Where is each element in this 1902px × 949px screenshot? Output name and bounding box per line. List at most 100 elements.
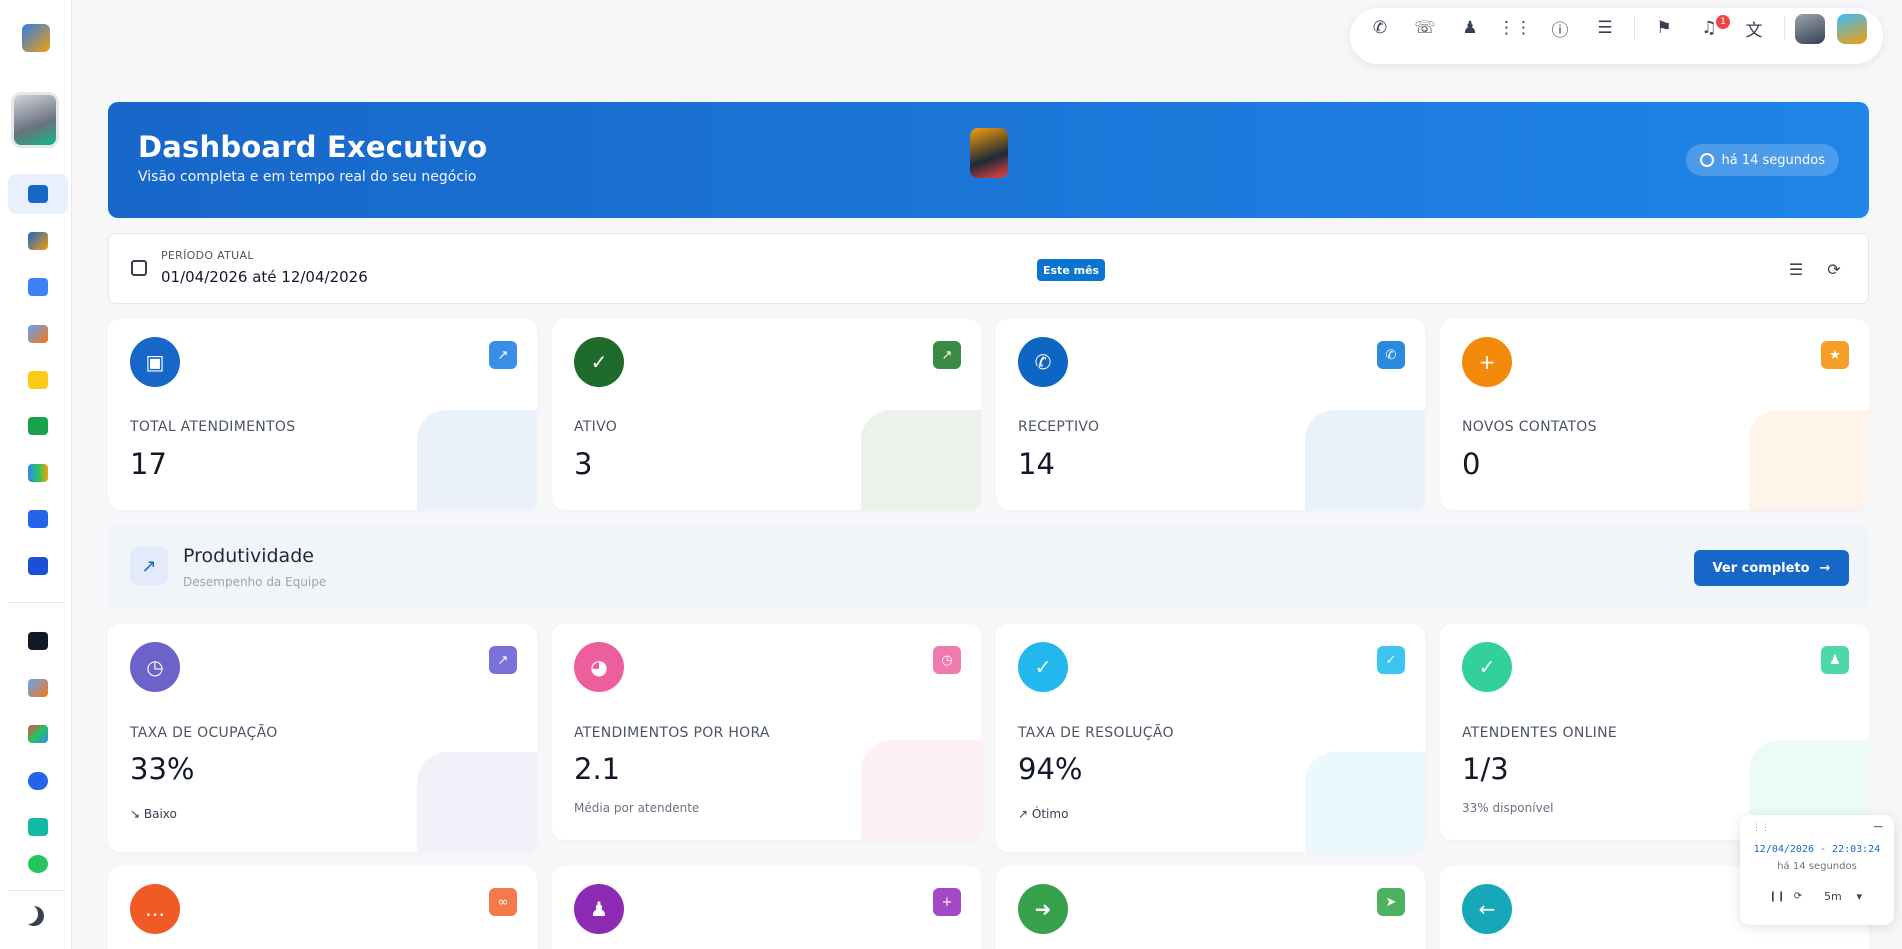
hero-banner: Dashboard Executivo Visão completa e em … [108,102,1869,218]
section-title: Produtividade [183,545,314,567]
sidebar-item-messages[interactable] [8,406,68,446]
phone-transfer-icon[interactable]: ☏ [1414,18,1436,38]
bell-icon[interactable]: ♫ [1701,18,1717,38]
app-logo[interactable] [22,24,50,52]
decorative-icon [1305,410,1425,510]
notification-badge: 1 [1716,15,1730,29]
dark-mode-toggle-icon[interactable] [24,906,44,926]
translate-icon[interactable]: 文 [1745,20,1763,41]
sidebar-item-folder[interactable] [8,360,68,400]
phone-icon[interactable]: ✆ [1372,18,1388,38]
integrations-icon [28,679,48,697]
stat-label: ATENDIMENTOS POR HORA [574,725,770,741]
refresh-icon[interactable]: ⟳ [1827,259,1841,279]
stat-card-row3-2[interactable]: ♟ + [552,866,981,949]
period-chip[interactable]: Este mês [1037,259,1106,281]
stat-value: 1/3 [1462,752,1509,786]
view-full-button[interactable]: Ver completo → [1694,550,1849,586]
stat-value: 94% [1018,752,1083,786]
user-check-icon: ✓ [574,337,624,387]
stat-value: 0 [1462,447,1481,481]
user-plus-icon: + [1462,337,1512,387]
group-icon: ♟ [574,884,624,934]
sidebar-item-campaigns[interactable] [8,546,68,586]
help-icon[interactable]: ⓘ [1551,20,1569,41]
sidebar-item-apps[interactable] [8,621,68,661]
user-avatar[interactable] [1795,14,1825,44]
contact-card-icon: ▣ [130,337,180,387]
sidebar-item-integrations[interactable] [8,668,68,708]
decorative-icon [1749,410,1869,510]
phone-incoming-icon: ✆ [1018,337,1068,387]
refresh-icon[interactable]: ⟳ [1793,890,1803,902]
interval-value: 5m [1824,889,1842,903]
last-updated-text: há 14 segundos [1721,152,1826,168]
server-icon[interactable]: ☰ [1597,18,1613,38]
toolbar-separator [1634,16,1635,40]
reports-icon [28,725,48,743]
stat-label: ATIVO [574,419,618,435]
sidebar-item-meta[interactable] [8,761,68,801]
stat-card-row3-3[interactable]: ➜ ➤ [996,866,1425,949]
interval-select[interactable]: 5m ▾ [1820,886,1866,906]
reply-icon: ← [1462,884,1512,934]
stat-foot-text: Média por atendente [574,801,700,815]
drag-handle-icon[interactable]: ⋮⋮ [1752,823,1770,833]
trend-up-icon: ↗ [933,341,961,369]
page-title: Dashboard Executivo [138,130,488,164]
stat-foot: ↗ Ótimo [1018,807,1068,821]
sidebar-item-kanban[interactable] [8,453,68,493]
decorative-icon [861,410,981,510]
sidebar-item-waves[interactable] [8,807,68,847]
stat-card-total-atendimentos[interactable]: ▣ ↗ TOTAL ATENDIMENTOS 17 [108,319,537,510]
star-icon: ★ [1821,341,1849,369]
double-check-icon: ✓ [1377,646,1405,674]
calendar-icon [131,260,147,276]
stat-label: TOTAL ATENDIMENTOS [130,419,296,435]
stat-card-ativo[interactable]: ✓ ↗ ATIVO 3 [552,319,981,510]
filter-icon[interactable]: ☰ [1788,259,1804,279]
arrow-right-icon: → [1819,560,1831,576]
dialpad-icon[interactable]: ⋮⋮ [1498,18,1532,38]
sidebar-item-dashboard[interactable] [8,174,68,214]
forward-icon: ➜ [1018,884,1068,934]
stat-card-receptivo[interactable]: ✆ ✆ RECEPTIVO 14 [996,319,1425,510]
group-icon[interactable]: ♟ [1462,18,1478,38]
user-avatar[interactable] [11,92,59,148]
stat-value: 17 [130,447,167,481]
widget-ago: há 14 segundos [1777,861,1857,872]
toolbar-separator [1784,16,1785,40]
more-icon [28,855,48,873]
view-full-label: Ver completo [1712,560,1810,576]
clock-icon: ◷ [130,642,180,692]
minimize-icon[interactable]: − [1872,819,1884,835]
pause-icon[interactable]: ❙❙ [1768,890,1786,902]
sidebar-item-agents[interactable] [8,314,68,354]
timer-icon: ◷ [933,646,961,674]
user-online-icon: ✓ [1462,642,1512,692]
sidebar-item-contacts[interactable] [8,267,68,307]
sidebar-item-more[interactable] [8,854,68,874]
send-icon: ➤ [1377,888,1405,916]
stat-card-novos-contatos[interactable]: + ★ NOVOS CONTATOS 0 [1440,319,1869,510]
stat-foot: ↘ Baixo [130,807,177,821]
stat-card-atendentes-online[interactable]: ✓ ♟ ATENDENTES ONLINE 1/3 33% disponível [1440,624,1869,840]
folder-icon [28,371,48,389]
stat-card-taxa-resolucao[interactable]: ✓ ✓ TAXA DE RESOLUÇÃO 94% ↗ Ótimo [996,624,1425,852]
stat-value: 33% [130,752,195,786]
decorative-icon [861,740,981,840]
stat-card-taxa-ocupacao[interactable]: ◷ ↗ TAXA DE OCUPAÇÃO 33% ↘ Baixo [108,624,537,852]
status-avatar[interactable] [1837,14,1867,44]
refresh-widget: ⋮⋮ − 12/04/2026 - 22:03:24 há 14 segundo… [1740,815,1894,925]
stat-card-row3-1[interactable]: … ∞ [108,866,537,949]
users-icon: ♟ [1821,646,1849,674]
trend-down-icon: ↘ [130,807,141,821]
sidebar-item-chat[interactable] [8,221,68,261]
sidebar-item-calendar[interactable] [8,499,68,539]
megaphone-icon[interactable]: ⚑ [1656,18,1672,38]
period-value[interactable]: 01/04/2026 até 12/04/2026 [161,268,368,286]
stat-foot-text: Ótimo [1031,807,1069,821]
chart-icon: ↗ [489,341,517,369]
stat-card-atendimentos-hora[interactable]: ◕ ◷ ATENDIMENTOS POR HORA 2.1 Média por … [552,624,981,840]
sidebar-item-reports[interactable] [8,714,68,754]
